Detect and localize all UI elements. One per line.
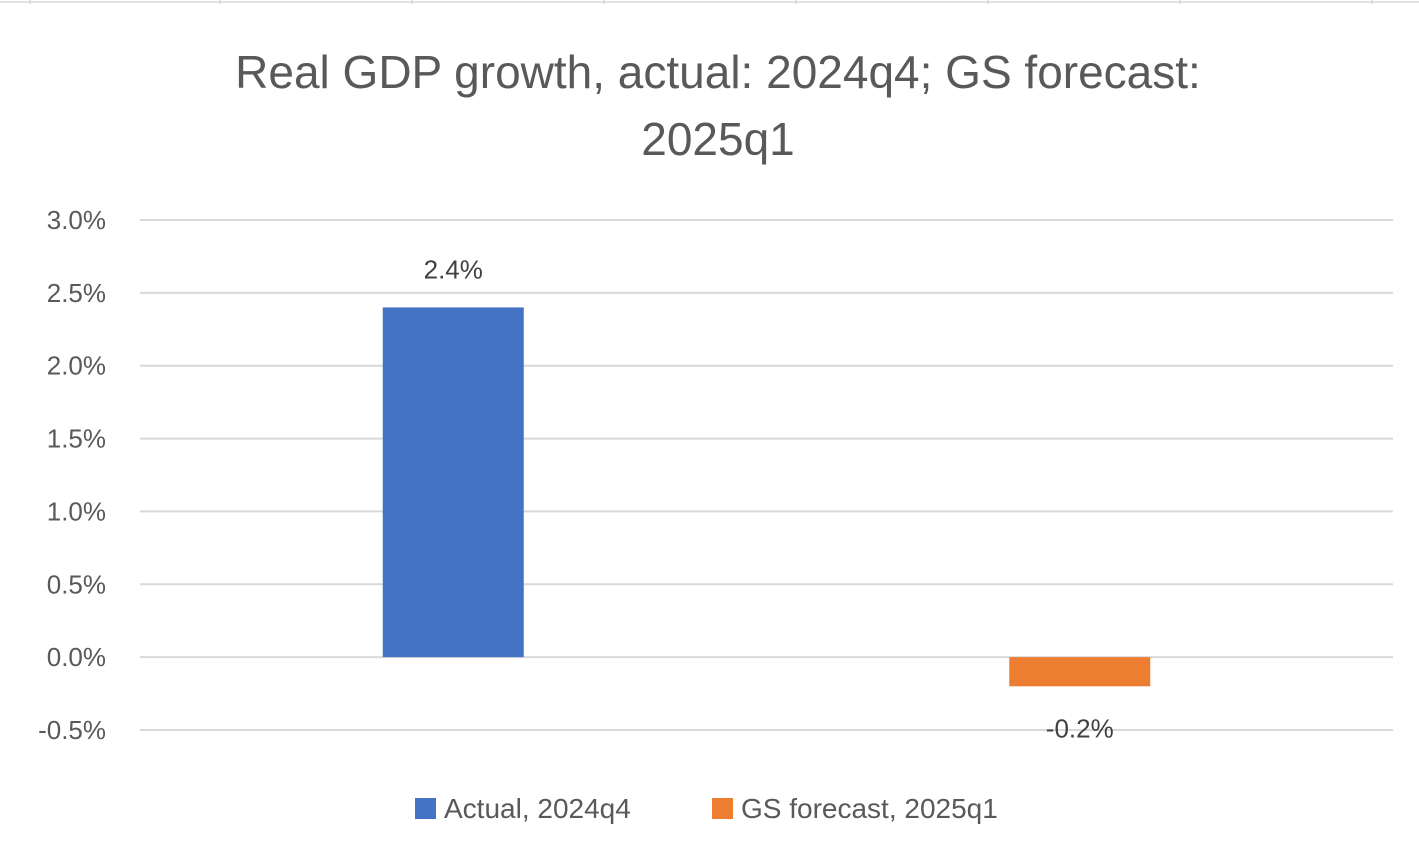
- chart-title-line-2: 2025q1: [641, 113, 795, 165]
- bars: [382, 307, 1151, 687]
- legend-label-forecast: GS forecast, 2025q1: [741, 793, 998, 824]
- y-tick-label: 2.5%: [47, 278, 106, 308]
- legend-swatch-actual: [415, 798, 436, 819]
- bar-forecast: [1009, 657, 1151, 687]
- bar-actual: [382, 307, 524, 658]
- data-label-forecast: -0.2%: [1046, 713, 1114, 743]
- legend-label-actual: Actual, 2024q4: [444, 793, 631, 824]
- data-label-actual: 2.4%: [424, 254, 483, 284]
- top-border-ticks: [0, 0, 1419, 4]
- y-tick-label: -0.5%: [38, 715, 106, 745]
- y-tick-label: 2.0%: [47, 351, 106, 381]
- data-labels: 2.4% -0.2%: [424, 254, 1114, 743]
- y-axis-tick-labels: 3.0% 2.5% 2.0% 1.5% 1.0% 0.5% 0.0% -0.5%: [38, 205, 106, 745]
- y-tick-label: 1.5%: [47, 424, 106, 454]
- legend: Actual, 2024q4 GS forecast, 2025q1: [415, 793, 998, 824]
- y-tick-label: 0.0%: [47, 642, 106, 672]
- y-tick-label: 3.0%: [47, 205, 106, 235]
- chart-title-line-1: Real GDP growth, actual: 2024q4; GS fore…: [235, 46, 1201, 98]
- y-tick-label: 1.0%: [47, 496, 106, 526]
- legend-swatch-forecast: [712, 798, 733, 819]
- y-tick-label: 0.5%: [47, 569, 106, 599]
- gridlines: [140, 219, 1393, 731]
